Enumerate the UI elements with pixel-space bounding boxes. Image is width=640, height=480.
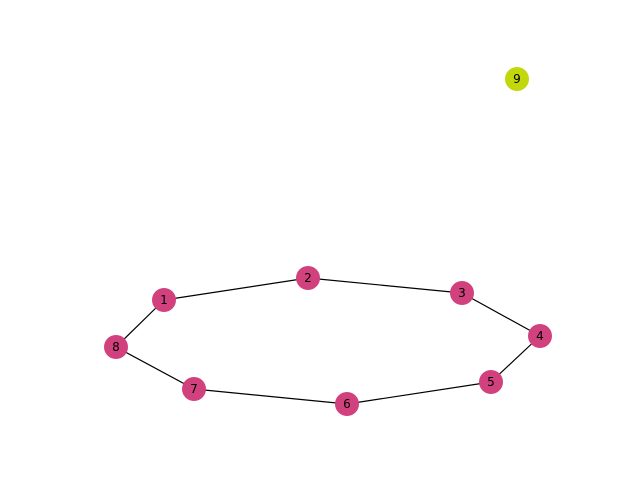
- node-5: 5: [479, 370, 503, 394]
- node-label: 4: [536, 329, 544, 343]
- node-8: 8: [104, 335, 128, 359]
- node-4: 4: [528, 324, 552, 348]
- node-circle: [152, 288, 176, 312]
- edge-2-3: [307, 277, 463, 294]
- node-circle: [479, 370, 503, 394]
- edge-6-7: [193, 388, 348, 405]
- node-3: 3: [450, 281, 474, 305]
- node-label: 6: [343, 397, 351, 411]
- node-circle: [450, 281, 474, 305]
- edge-1-2: [163, 277, 309, 301]
- node-label: 7: [190, 382, 198, 396]
- node-circle: [505, 67, 529, 91]
- node-label: 3: [458, 286, 466, 300]
- node-label: 2: [304, 271, 312, 285]
- node-label: 9: [513, 72, 521, 86]
- node-2: 2: [296, 266, 320, 290]
- nodes-layer: 1 2 3 4 5 6 7 8 9: [104, 67, 552, 416]
- node-label: 5: [487, 375, 495, 389]
- edge-5-6: [346, 381, 492, 405]
- node-9: 9: [505, 67, 529, 91]
- node-7: 7: [182, 377, 206, 401]
- node-6: 6: [335, 392, 359, 416]
- edges-layer: [115, 277, 541, 405]
- edge-7-8: [115, 346, 195, 390]
- node-circle: [335, 392, 359, 416]
- node-circle: [296, 266, 320, 290]
- node-circle: [182, 377, 206, 401]
- node-label: 1: [160, 293, 168, 307]
- edge-3-4: [461, 292, 541, 337]
- node-circle: [528, 324, 552, 348]
- node-circle: [104, 335, 128, 359]
- node-label: 8: [112, 340, 120, 354]
- node-1: 1: [152, 288, 176, 312]
